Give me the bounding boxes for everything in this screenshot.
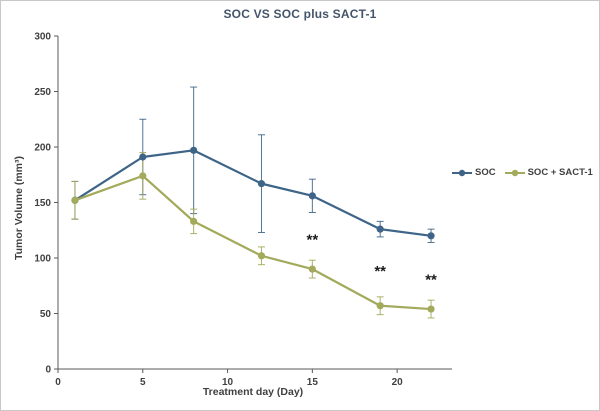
significance-marker: ** [425, 272, 437, 289]
significance-marker: ** [307, 232, 319, 249]
series-line-1 [73, 174, 433, 311]
x-tick-label: 5 [140, 377, 146, 388]
data-point-0 [139, 153, 147, 161]
x-tick-label: 0 [55, 377, 61, 388]
x-axis-title: Treatment day (Day) [202, 386, 304, 398]
legend-marker-soc-sact1 [504, 169, 525, 176]
y-tick-label: 200 [34, 143, 51, 154]
data-point-1 [376, 302, 384, 310]
legend-label-soc: SOC [475, 167, 496, 178]
data-point-1 [71, 196, 79, 204]
y-tick-label: 50 [40, 309, 52, 320]
legend-marker-soc [452, 169, 472, 176]
x-tick-label: 15 [307, 377, 319, 388]
data-point-1 [139, 172, 147, 180]
legend-item-soc-sact1: SOC + SACT-1 [504, 167, 593, 178]
series-line-0 [73, 149, 433, 237]
legend-item-soc: SOC [452, 167, 496, 178]
y-tick-label: 300 [34, 32, 51, 43]
y-axis-title: Tumor Volume (mm³) [13, 155, 25, 261]
legend: SOC SOC + SACT-1 [452, 167, 593, 178]
x-tick-label: 10 [222, 377, 234, 388]
data-point-0 [427, 232, 435, 240]
y-tick-label: 250 [34, 87, 51, 98]
y-tick-label: 100 [34, 254, 51, 265]
chart-title: SOC VS SOC plus SACT-1 [223, 7, 377, 21]
data-point-0 [308, 192, 316, 200]
data-point-0 [190, 146, 198, 154]
data-point-0 [376, 225, 384, 233]
significance-marker: ** [374, 263, 386, 280]
legend-label-soc-sact1: SOC + SACT-1 [527, 167, 593, 178]
data-point-1 [308, 265, 316, 273]
y-tick-label: 150 [34, 198, 51, 209]
data-point-1 [427, 305, 435, 313]
x-tick-label: 20 [392, 377, 404, 388]
data-point-1 [190, 217, 198, 225]
data-point-0 [257, 180, 266, 188]
data-point-1 [257, 252, 266, 260]
y-tick-label: 0 [45, 365, 51, 376]
